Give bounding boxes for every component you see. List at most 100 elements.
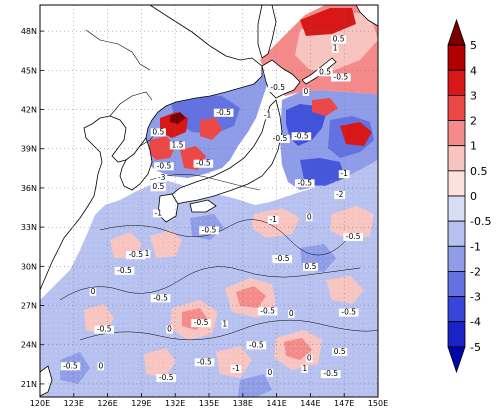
contour-lines [59, 174, 378, 341]
contour-label: -0.5 [197, 357, 212, 366]
contour-label-bg [266, 368, 274, 377]
colorbar-segment [447, 271, 466, 297]
lat-tick-label: 30N [21, 262, 37, 271]
colorbar-segment [447, 220, 466, 247]
lat-tick-label: 21N [21, 380, 37, 389]
colorbar-label: 4 [470, 64, 477, 77]
contour-label-bg [60, 362, 81, 371]
colorbar-segment [447, 18, 466, 46]
contour-label: -1 [340, 169, 348, 178]
contour-label-bg [338, 308, 359, 317]
contour-label: -1 [155, 208, 163, 217]
lat-tick-label: 42N [21, 106, 37, 115]
contour-label: -0.5 [323, 369, 338, 378]
contour-label: -0.5 [97, 325, 112, 334]
colorbar-label: -0.5 [470, 215, 491, 228]
contour-label: 0.5 [319, 67, 331, 76]
colorbar-label: 2 [470, 115, 477, 128]
contour-label: 0.5 [304, 262, 316, 271]
lat-tick-label: 48N [21, 27, 37, 36]
lon-tick-label: 120E [30, 399, 50, 408]
colorbar-label: 1 [470, 140, 477, 153]
lat-tick-label: 39N [21, 145, 37, 154]
colorbar-label: -1 [470, 240, 481, 253]
contour-label-bg [94, 325, 115, 334]
contour-label: -3 [158, 173, 166, 182]
contour-label-bg [213, 108, 234, 117]
dark-blue-patch-3 [170, 94, 240, 134]
colorbar-segment [447, 145, 466, 172]
contour-label: -0.5 [159, 373, 174, 382]
lon-tick-label: 147E [334, 399, 354, 408]
contour-label-bg [125, 251, 146, 260]
contour-label: 0 [289, 309, 294, 318]
contour-label-bg [150, 294, 171, 303]
contour-label-bg [150, 183, 166, 192]
contour-label-bg [199, 226, 219, 235]
lon-tick-label: 123E [64, 399, 84, 408]
lat-tick-label: 45N [21, 66, 37, 75]
contour-label: 0 [167, 325, 172, 334]
land-taiwan [40, 365, 53, 397]
red-patch-4 [200, 118, 222, 140]
contour-label: -0.5 [202, 225, 217, 234]
contour-label-bg [221, 320, 228, 329]
contour-label: -0.5 [294, 131, 309, 140]
colorbar-segment [447, 296, 466, 323]
contour-label: 0 [307, 353, 312, 362]
contour-label-bg [114, 266, 135, 275]
colorbar-label: 5 [470, 39, 477, 52]
shading-layer [40, 5, 378, 397]
contour-label-bg [330, 35, 347, 44]
contour-label: 0 [267, 368, 272, 377]
red-patch-5 [340, 122, 372, 146]
contour-label-bg [97, 362, 105, 371]
contour-label: -0.5 [63, 361, 78, 370]
colorbar-segment [447, 321, 466, 348]
contour-label-bg [154, 162, 174, 171]
contour-label-bg [230, 364, 242, 373]
colorbar-label: -4 [470, 316, 481, 329]
contour-label: -0.5 [273, 134, 288, 143]
contour-label-bg [262, 111, 273, 120]
contour-label: 0 [98, 361, 103, 370]
contour-label: 1 [145, 249, 150, 258]
colorbar-segment [447, 120, 466, 147]
contour-label-bg [306, 213, 313, 222]
contour-label: 1.5 [171, 140, 183, 149]
colorbar-label: -5 [470, 341, 481, 354]
land-sakhalin [257, 5, 277, 59]
colorbar-label: -2 [470, 265, 481, 278]
lat-tick-label: 27N [21, 302, 37, 311]
contour-label-bg [334, 191, 346, 200]
contour-label: 1 [222, 319, 227, 328]
colorbar-segment [447, 95, 466, 121]
contour-label: -0.5 [270, 83, 285, 92]
contour-label-bg [267, 83, 288, 92]
significance-hatch [40, 160, 378, 397]
contour-label: -0.5 [196, 159, 211, 168]
lat-tick-label: 36N [21, 184, 37, 193]
contour-label: 0 [304, 87, 309, 96]
contour-label-bg [302, 87, 310, 96]
contour-label: 0.5 [333, 35, 345, 44]
land-kamchatka [355, 5, 378, 27]
contour-label: -1 [264, 110, 272, 119]
contour-label: -0.5 [260, 306, 275, 315]
contour-label-bg [156, 374, 176, 383]
contour-label: -0.5 [333, 72, 348, 81]
colorbar: 5 4 3 2 1 0.5 0 -0.5 -1 -2 -3 -4 -5 [447, 18, 491, 374]
colorbar-label: 0.5 [470, 165, 488, 178]
contour-label-bg [89, 287, 97, 296]
colorbar-segment [447, 195, 466, 222]
contour-label-bg [317, 68, 333, 77]
contour-label: -0.5 [249, 340, 264, 349]
lon-tick-label: 132E [165, 399, 185, 408]
contour-label: -1 [232, 364, 240, 373]
axis-ticks: 120E 123E 126E 129E 132E 135E 138E 141E 144E 147E… [21, 27, 388, 408]
contour-label: -0.5 [117, 266, 132, 275]
contour-label-bg [169, 141, 186, 150]
lat-tick-label: 33N [21, 223, 37, 232]
contour-label-bg [257, 307, 278, 316]
contour-label: -0.5 [216, 108, 231, 117]
